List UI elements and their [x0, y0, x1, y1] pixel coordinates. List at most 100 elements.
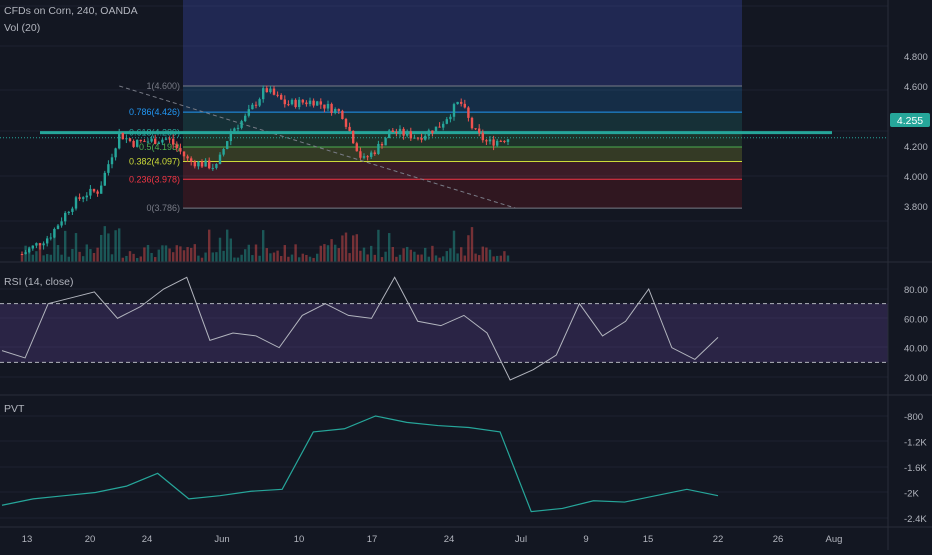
- volume-bar: [373, 254, 376, 262]
- fib-level-label: 0.236(3.978): [129, 174, 180, 184]
- time-axis-tick-label: 24: [142, 534, 153, 545]
- rsi-axis-tick-label: 20.00: [904, 373, 928, 384]
- volume-bar: [244, 249, 247, 262]
- candle-body: [420, 138, 423, 140]
- volume-bar: [388, 233, 391, 262]
- volume-bar: [290, 254, 294, 262]
- price-pane: 1(4.600)0.786(4.426)0.618(4.289)0.5(4.19…: [0, 0, 888, 262]
- volume-bar: [74, 233, 78, 262]
- volume-bar: [161, 245, 164, 262]
- volume-bar: [269, 253, 272, 262]
- candle-body: [283, 99, 286, 105]
- candle-body: [463, 103, 466, 108]
- candle-body: [503, 140, 506, 142]
- candle-body: [355, 143, 358, 152]
- candle-body: [276, 94, 279, 96]
- candle-body: [478, 128, 481, 133]
- fib-level-label: 0.382(4.097): [129, 156, 180, 166]
- candle-body: [456, 101, 459, 105]
- fib-zone: [183, 161, 742, 180]
- volume-bar: [470, 227, 474, 262]
- candle-body: [323, 104, 326, 109]
- candle-body: [348, 126, 351, 131]
- fib-level-label: 0(3.786): [146, 203, 180, 213]
- candle-body: [377, 143, 380, 154]
- volume-bar: [168, 248, 171, 262]
- volume-bar: [499, 255, 502, 262]
- candle-body: [305, 102, 308, 105]
- candle-body: [193, 161, 196, 167]
- candle-body: [280, 94, 283, 100]
- volume-bar: [344, 232, 348, 262]
- candle-body: [100, 185, 103, 194]
- candle-body: [434, 126, 438, 134]
- candle-body: [53, 228, 56, 238]
- volume-bar: [208, 229, 211, 262]
- volume-bar: [330, 239, 333, 262]
- rsi-series-line: [1, 276, 719, 381]
- candle-body: [222, 149, 225, 155]
- volume-bar: [298, 257, 301, 262]
- price-axis-tick-label: 4.200: [904, 142, 928, 153]
- volume-bar: [463, 255, 466, 262]
- volume-bar: [391, 246, 394, 262]
- volume-bar: [380, 257, 384, 262]
- candle-body: [150, 138, 153, 142]
- fib-level-label: 0.786(4.426): [129, 107, 180, 117]
- time-axis-tick-label: 9: [583, 534, 588, 545]
- volume-bar: [20, 254, 24, 262]
- volume-bar: [182, 250, 186, 262]
- volume-bar: [506, 255, 510, 262]
- volume-bar: [67, 256, 70, 262]
- candle-body: [24, 252, 27, 255]
- candle-body: [236, 127, 240, 129]
- candle-body: [179, 148, 182, 152]
- volume-bar: [200, 257, 204, 262]
- volume-bar: [503, 251, 506, 262]
- candle-body: [413, 137, 416, 139]
- candle-body: [218, 154, 222, 164]
- volume-bar: [78, 251, 81, 262]
- fib-zone: [183, 179, 742, 209]
- volume-bar: [341, 235, 344, 262]
- trendline: [119, 85, 516, 209]
- candle-body: [211, 167, 214, 169]
- symbol-title: CFDs on Corn, 240, OANDA: [4, 5, 138, 17]
- candle-body: [89, 188, 92, 196]
- volume-bar: [492, 256, 495, 262]
- volume-bar: [413, 251, 416, 262]
- volume-bar: [294, 244, 297, 262]
- candle-body: [467, 107, 470, 118]
- last-price-badge: [890, 113, 930, 127]
- candle-body: [290, 99, 294, 105]
- volume-bar: [316, 253, 319, 262]
- volume-bar: [42, 255, 45, 262]
- candle-body: [308, 100, 312, 105]
- volume-bar: [175, 245, 178, 262]
- volume-bar: [53, 229, 56, 262]
- candle-body: [398, 128, 402, 133]
- volume-bar: [150, 252, 153, 262]
- volume-bar: [64, 230, 67, 262]
- candle-body: [499, 140, 502, 142]
- candle-body: [373, 152, 376, 154]
- volume-bar: [211, 252, 214, 262]
- volume-bar: [449, 248, 452, 262]
- volume-bar: [107, 233, 110, 262]
- volume-bar: [395, 256, 398, 262]
- candle-body: [128, 138, 132, 141]
- volume-indicator-label: Vol (20): [4, 22, 40, 34]
- volume-bar: [31, 254, 34, 262]
- pvt-indicator-label: PVT: [4, 403, 25, 415]
- volume-bar: [431, 245, 434, 262]
- volume-bar: [434, 255, 438, 262]
- candle-body: [71, 208, 74, 212]
- volume-bar: [384, 251, 387, 262]
- candle-body: [380, 143, 384, 146]
- volume-bar: [38, 244, 42, 262]
- price-axis-tick-label: 3.800: [904, 202, 928, 213]
- volume-bar: [416, 254, 420, 262]
- candle-body: [103, 172, 106, 186]
- volume-bar: [92, 252, 96, 262]
